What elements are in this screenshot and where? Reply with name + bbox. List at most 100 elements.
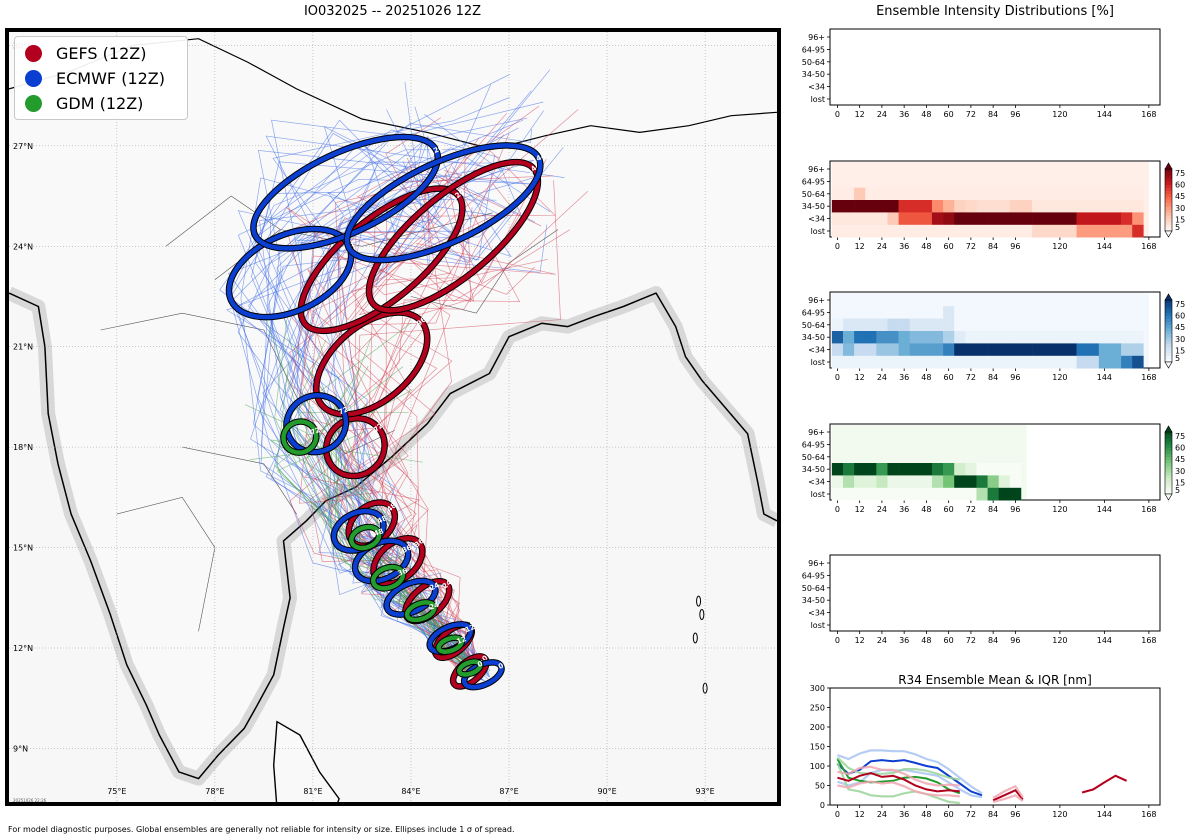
heat-cell (887, 331, 899, 344)
heat-cell (1098, 200, 1111, 213)
r34-y-label: 50 (815, 782, 825, 791)
heat-cell (1076, 355, 1088, 369)
state-border (116, 496, 216, 632)
heat-cell (976, 355, 988, 369)
heat-cell (865, 200, 877, 213)
colorbar-step (1165, 215, 1172, 219)
colorbar-step (1165, 312, 1172, 316)
x-tick-label: 96 (1010, 242, 1020, 251)
heat-cell (1065, 306, 1077, 319)
x-tick-label: 72 (966, 242, 976, 251)
heat-cell (1065, 343, 1077, 357)
heat-cell (1009, 331, 1022, 344)
colorbar-step (1165, 432, 1172, 436)
heat-cell (943, 187, 955, 201)
heat-cell (920, 306, 933, 319)
heat-cell (1065, 187, 1077, 201)
heat-cell (1054, 224, 1066, 238)
heat-cell (965, 331, 977, 344)
colorbar-step (1165, 175, 1172, 179)
colorbar-label: 30 (1175, 467, 1185, 476)
andaman-island (692, 632, 698, 644)
heat-cell (931, 463, 944, 476)
panel-top-empty: 96+ 64-95 50-64 34-50 <34 lost 0 12 24 36 48 60 72 84… (802, 28, 1161, 119)
heat-cell (987, 200, 1000, 213)
colorbar-step (1165, 340, 1172, 344)
lon-labels: 75°E 78°E 81°E 84°E 87°E 90°E 93°E (107, 787, 714, 796)
heat-cell (1009, 463, 1022, 476)
tau-label: 12 (464, 623, 476, 634)
heat-cell (920, 355, 933, 369)
heat-cell (1043, 224, 1055, 238)
heat-cell (1054, 355, 1066, 369)
heat-cell (898, 224, 911, 238)
colorbar-arrow-bottom (1164, 230, 1173, 238)
heat-cell (965, 200, 977, 213)
heat-cell (898, 355, 911, 369)
heat-cell (920, 343, 933, 357)
colorbar-step (1165, 306, 1172, 310)
heat-cell (987, 463, 1000, 476)
colorbar-step (1165, 478, 1172, 482)
heat-cell (1076, 224, 1088, 238)
r34-series-line (837, 780, 960, 798)
heat-cell (887, 463, 899, 476)
heat-cell (1020, 212, 1033, 226)
heat-cell (1121, 224, 1133, 238)
y-tick-label: 50-64 (802, 321, 825, 330)
legend-label-gefs: GEFS (12Z) (56, 43, 147, 63)
legend-dot-gefs (25, 44, 42, 62)
heat-cell (1054, 331, 1066, 344)
heat-cell (1109, 200, 1122, 213)
heat-cell (831, 200, 844, 213)
colorbar-step (1165, 318, 1172, 322)
colorbar-ecmwf: 515 30 45 60 75 (1164, 293, 1185, 369)
heat-cell (920, 487, 933, 501)
r34-x-label: 48 (921, 810, 931, 819)
x-tick-label: 144 (1097, 373, 1112, 382)
panel-gdm: 96+ 64-95 50-64 34-50 <34 lost 0 12 24 36 48 60 72 84… (802, 423, 1161, 514)
ellipse-gefs-72: 72 (322, 415, 388, 480)
y-tick-label: 34-50 (802, 596, 825, 605)
lon-label: 93°E (695, 787, 714, 796)
colorbar-step (1165, 227, 1172, 232)
track-map[interactable]: 0 12 24 36 48 72 96 120 144 0 12 24 36 48 72 96 120 144 0 1… (5, 28, 781, 806)
legend-dot-ecmwf (25, 69, 42, 87)
heat-cell (1087, 212, 1100, 226)
ellipse-ring (314, 310, 430, 417)
colorbar-label: 15 (1175, 215, 1185, 224)
heat-cell (998, 475, 1011, 489)
x-tick-label: 120 (1052, 636, 1067, 645)
heat-cell (909, 224, 922, 238)
heat-cell (1087, 224, 1100, 238)
x-tick-label: 0 (835, 505, 840, 514)
heat-cell (931, 200, 944, 213)
y-tick-label: 96+ (808, 33, 825, 42)
colorbar-step (1165, 447, 1172, 451)
x-tick-label: 120 (1052, 242, 1067, 251)
y-tick-label: <34 (808, 215, 825, 224)
gridlines-layer (9, 32, 777, 802)
ellipse-ring (457, 659, 483, 677)
colorbar-step (1165, 346, 1172, 350)
panel-frame (829, 554, 1161, 632)
lon-label: 90°E (597, 787, 616, 796)
colorbar-label: 75 (1175, 169, 1185, 178)
x-tick-label: 144 (1097, 242, 1112, 251)
heat-cell (954, 224, 966, 238)
ellipse-gefs-96: 96 (313, 309, 431, 418)
heat-cell (854, 318, 866, 332)
colorbar-step (1165, 212, 1172, 216)
heat-cell (865, 318, 877, 332)
heat-cell (876, 343, 888, 357)
colorbar-step (1165, 309, 1172, 313)
tau-label: 36 (401, 543, 413, 554)
y-tick-label: 34-50 (802, 465, 825, 474)
heat-cell (976, 200, 988, 213)
x-tick-label: 0 (835, 373, 840, 382)
heat-cell (1121, 212, 1133, 226)
heat-cell (931, 212, 944, 226)
y-tick-label: 50-64 (802, 453, 825, 462)
heat-cell (909, 475, 922, 489)
ellipse-gdm-36: 36 (369, 563, 409, 592)
